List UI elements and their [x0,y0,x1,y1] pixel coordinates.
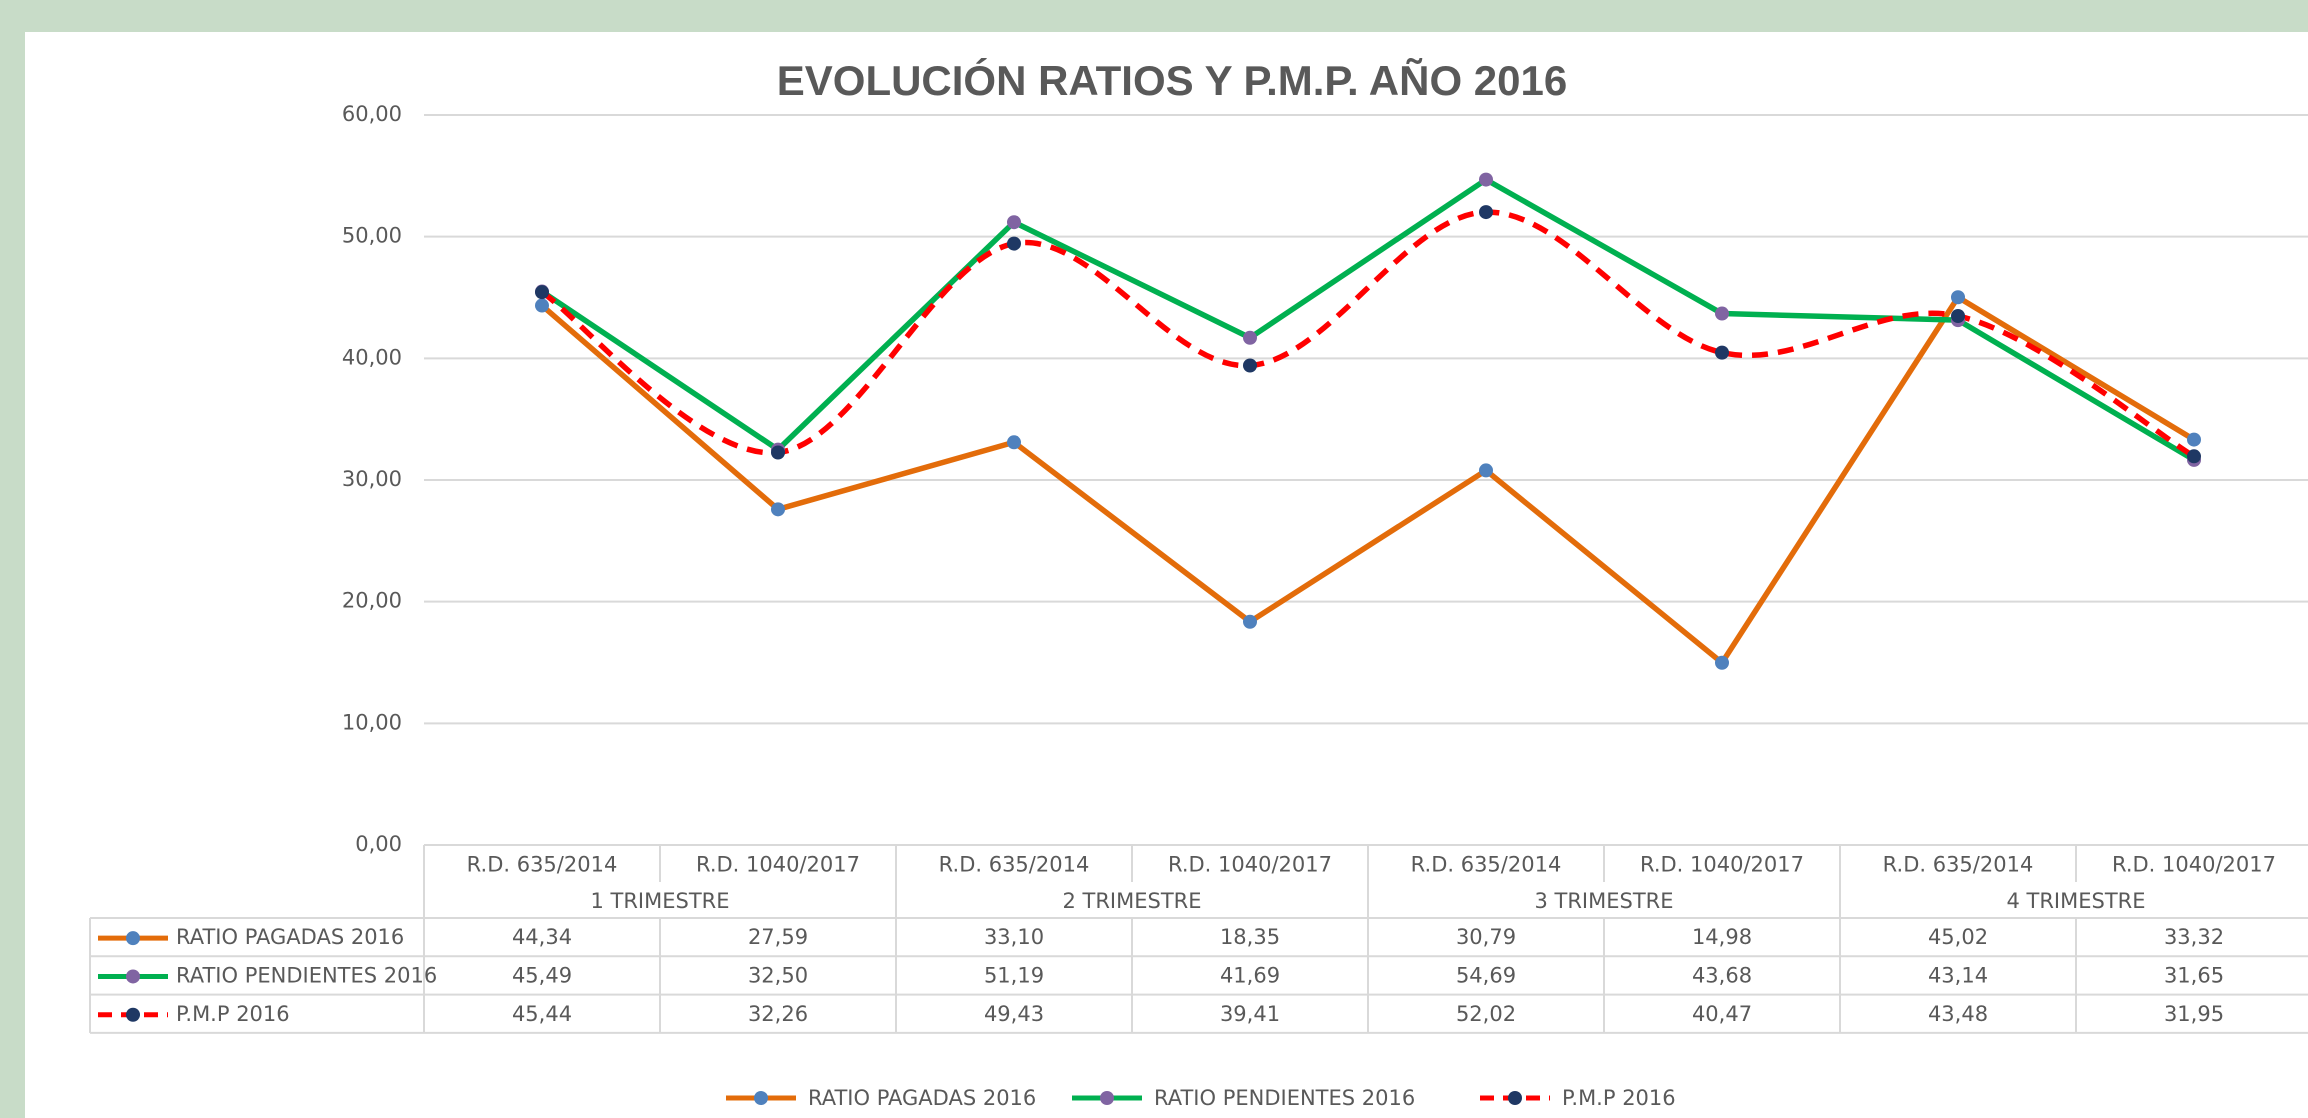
group-label: 3 TRIMESTRE [1534,889,1673,913]
series-line [540,176,2196,463]
series-marker [1007,435,1021,450]
series-marker [1243,330,1257,345]
table-value: 43,48 [1928,1002,1988,1026]
x-tick-label: R.D. 635/2014 [1411,853,1562,877]
table-value: 44,34 [512,925,572,949]
series-marker [771,445,785,460]
table-value: 39,41 [1220,1002,1280,1026]
y-tick-label: 50,00 [342,224,402,248]
x-tick-label: R.D. 1040/2017 [1640,853,1804,877]
table-value: 30,79 [1456,925,1516,949]
x-tick-label: R.D. 635/2014 [939,853,1090,877]
y-tick-label: 10,00 [342,710,402,734]
legend-key-marker [754,1091,768,1105]
table-value: 45,44 [512,1002,572,1026]
series-marker [1479,205,1493,220]
table-value: 54,69 [1456,963,1516,987]
y-tick-label: 0,00 [355,832,402,856]
series-marker [1007,215,1021,230]
table-value: 18,35 [1220,925,1280,949]
table-value: 33,10 [984,925,1044,949]
series-marker [1715,345,1729,360]
series-marker [1007,236,1021,251]
table-value: 14,98 [1692,925,1752,949]
chart-title: EVOLUCIÓN RATIOS Y P.M.P. AÑO 2016 [777,56,1567,104]
group-label: 2 TRIMESTRE [1062,889,1201,913]
table-value: 51,19 [984,963,1044,987]
table-value: 49,43 [984,1002,1044,1026]
series-marker [1951,308,1965,323]
legend-label: RATIO PENDIENTES 2016 [1154,1086,1415,1110]
table-value: 31,95 [2164,1002,2224,1026]
series-line [540,209,2196,459]
table-value: 43,68 [1692,963,1752,987]
table-value: 33,32 [2164,925,2224,949]
series-marker [1715,655,1729,670]
series-marker [1479,172,1493,187]
y-tick-label: 30,00 [342,467,402,491]
series-marker [1951,290,1965,305]
series-marker [535,298,549,313]
series-line [540,294,2196,666]
legend-key-marker [1100,1091,1114,1105]
series-marker [2187,432,2201,447]
table-value: 32,26 [748,1002,808,1026]
table-value: 40,47 [1692,1002,1752,1026]
legend-label: RATIO PAGADAS 2016 [808,1086,1036,1110]
table-series-name: P.M.P 2016 [176,1002,290,1026]
group-label: 4 TRIMESTRE [2006,889,2145,913]
table-series-name: RATIO PAGADAS 2016 [176,925,404,949]
series-marker [535,285,549,300]
table-value: 27,59 [748,925,808,949]
table-value: 43,14 [1928,963,1988,987]
series-marker [2187,449,2201,464]
table-key-marker [126,1007,140,1022]
table-value: 31,65 [2164,963,2224,987]
x-tick-label: R.D. 1040/2017 [2112,853,2276,877]
table-value: 41,69 [1220,963,1280,987]
table-key-marker [126,931,140,946]
x-tick-label: R.D. 635/2014 [1883,853,2034,877]
table-value: 52,02 [1456,1002,1516,1026]
table-key-marker [126,969,140,984]
x-tick-label: R.D. 635/2014 [467,853,618,877]
series-marker [1479,463,1493,478]
x-tick-label: R.D. 1040/2017 [696,853,860,877]
series-marker [1243,614,1257,629]
chart-panel [25,32,2308,1118]
series-marker [1243,358,1257,373]
table-value: 45,02 [1928,925,1988,949]
table-value: 45,49 [512,963,572,987]
series-marker [771,502,785,517]
legend-key-marker [1508,1091,1522,1105]
x-tick-label: R.D. 1040/2017 [1168,853,1332,877]
series-marker [1715,306,1729,321]
table-value: 32,50 [748,963,808,987]
legend-label: P.M.P 2016 [1562,1086,1676,1110]
table-series-name: RATIO PENDIENTES 2016 [176,963,437,987]
y-tick-label: 40,00 [342,345,402,369]
y-tick-label: 20,00 [342,589,402,613]
y-tick-label: 60,00 [342,102,402,126]
group-label: 1 TRIMESTRE [590,889,729,913]
